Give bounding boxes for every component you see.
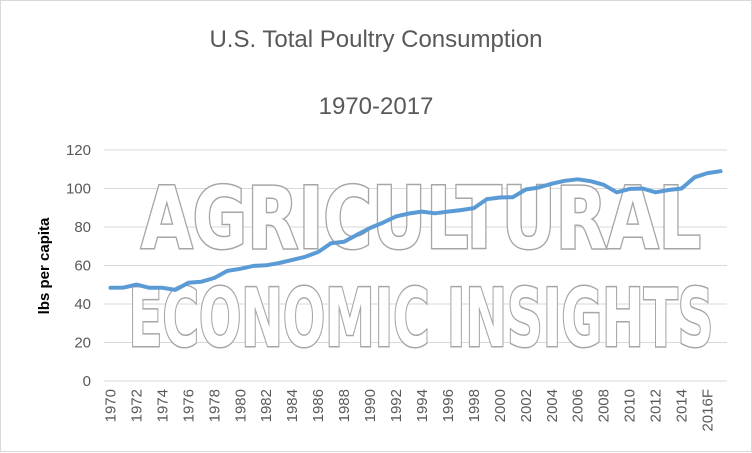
series-line — [108, 169, 723, 292]
data-point — [681, 188, 683, 189]
data-point — [629, 188, 631, 190]
x-tick-label: 2004 — [544, 389, 561, 422]
gridlines — [104, 149, 727, 343]
x-tick-label: 2012 — [648, 389, 665, 422]
x-tick-label: 1994 — [414, 389, 431, 422]
y-tick-label: 20 — [74, 335, 91, 352]
x-tick-label: 1990 — [362, 389, 379, 422]
data-point — [278, 262, 280, 264]
x-tick-label: 1988 — [336, 389, 353, 422]
data-point — [200, 281, 202, 283]
x-tick-label: 2014 — [674, 389, 691, 422]
data-point — [382, 222, 384, 224]
series — [108, 169, 723, 292]
x-tick-label: 1972 — [128, 389, 145, 422]
data-point — [499, 197, 501, 198]
x-tick-label: 1980 — [232, 389, 249, 422]
data-point — [538, 187, 540, 188]
y-tick-label: 40 — [74, 296, 91, 313]
data-point — [148, 287, 150, 289]
watermark-line-1: AGRICULTURAL — [141, 169, 701, 269]
data-point — [603, 184, 605, 186]
y-tick-label: 80 — [74, 219, 91, 236]
data-point — [135, 284, 137, 286]
data-point — [187, 282, 189, 284]
x-tick-label: 1970 — [102, 389, 119, 422]
x-tick-label: 2008 — [596, 389, 613, 422]
data-point — [369, 227, 371, 229]
x-tick-label: 2016F — [700, 389, 717, 432]
watermark: AGRICULTURAL ECONOMIC INSIGHTS — [127, 168, 715, 367]
data-point — [655, 191, 657, 193]
data-point — [486, 198, 488, 200]
chart-title: U.S. Total Poultry Consumption — [209, 26, 542, 53]
data-point — [330, 242, 332, 244]
data-point — [694, 176, 696, 178]
y-tick-label: 120 — [66, 142, 91, 159]
data-point — [434, 212, 436, 214]
data-point — [668, 189, 670, 191]
y-tick-label: 60 — [74, 258, 91, 275]
data-point — [720, 170, 721, 172]
x-tick-label: 2000 — [492, 389, 509, 422]
data-point — [317, 251, 319, 253]
data-point — [213, 277, 215, 279]
data-point — [551, 183, 553, 185]
data-point — [110, 287, 111, 289]
data-point — [123, 287, 124, 289]
data-point — [421, 211, 423, 213]
data-point — [252, 265, 254, 267]
data-point — [473, 207, 475, 209]
x-tick-label: 1996 — [440, 389, 457, 422]
x-tick-label: 1974 — [154, 389, 171, 422]
data-point — [304, 256, 306, 258]
data-point — [616, 191, 618, 193]
data-point — [291, 259, 293, 261]
y-axis-label: lbs per capita — [36, 217, 53, 314]
x-tick-label: 1982 — [258, 389, 275, 422]
x-tick-label: 1978 — [206, 389, 223, 422]
data-point — [395, 215, 397, 217]
data-point — [343, 241, 345, 243]
x-tick-label: 1992 — [388, 389, 405, 422]
x-tick-label: 2006 — [570, 389, 587, 422]
data-point — [564, 180, 566, 182]
x-tick-label: 2002 — [518, 389, 535, 422]
x-tick-label: 1998 — [466, 389, 483, 422]
data-point — [265, 264, 267, 266]
data-point — [408, 213, 410, 214]
data-point — [447, 211, 449, 213]
data-point — [356, 234, 358, 236]
data-point — [642, 188, 644, 189]
chart-subtitle: 1970-2017 — [319, 93, 434, 120]
x-tick-label: 1976 — [180, 389, 197, 422]
data-point — [512, 196, 514, 198]
data-point — [577, 178, 579, 180]
data-point — [460, 209, 462, 211]
axes: 0 20 40 60 80 100 120 1970 1972 1974 1976 1978 1980 1… — [66, 142, 727, 432]
data-point — [174, 289, 176, 291]
data-point — [161, 287, 163, 289]
x-tick-label: 1984 — [284, 389, 301, 422]
x-tick-label: 2010 — [622, 389, 639, 422]
watermark-line-2: ECONOMIC INSIGHTS — [129, 272, 714, 365]
data-point — [707, 172, 708, 174]
data-point — [239, 268, 241, 270]
data-point — [525, 189, 527, 190]
y-tick-label: 0 — [83, 373, 91, 390]
data-point — [590, 180, 592, 182]
y-tick-label: 100 — [66, 181, 91, 198]
x-tick-label: 1986 — [310, 389, 327, 422]
data-point — [226, 270, 228, 272]
